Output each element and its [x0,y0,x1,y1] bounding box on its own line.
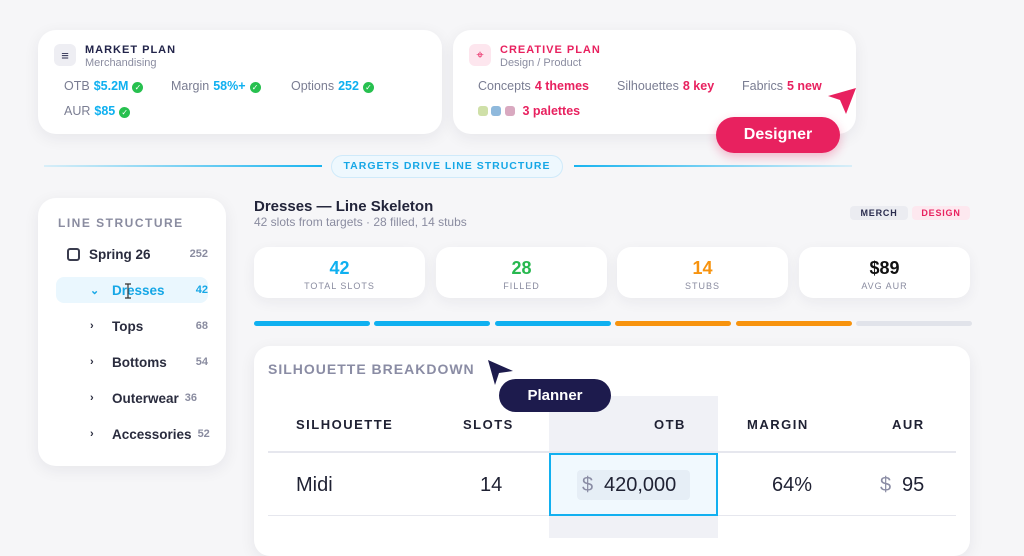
aur-currency: $ [880,474,892,496]
check-icon: ✓ [362,82,374,93]
tree-label: Tops [112,318,144,334]
market-plan-subtitle: Merchandising [85,57,157,69]
progress-segment-empty [856,321,972,326]
progress-segment-stub [615,321,732,326]
page-subtitle: 42 slots from targets · 28 filled, 14 st… [254,215,467,229]
col-otb[interactable]: OTB [654,417,686,432]
col-slots[interactable]: SLOTS [463,417,514,432]
check-icon: ✓ [132,82,144,93]
tree-root-spring-26[interactable]: Spring 26 252 [56,241,208,267]
cell-silhouette: Midi [296,474,333,496]
divider-label: TARGETS DRIVE LINE STRUCTURE [331,155,563,178]
menu-lines-icon: ≡ [54,44,76,66]
divider-line-left [44,165,322,167]
cell-aur: 95 [902,474,925,496]
sidebar-title: LINE STRUCTURE [58,216,184,230]
tree-count: 52 [197,428,210,440]
text-cursor-icon [125,283,131,299]
tree-label: Bottoms [112,354,167,370]
check-icon: ✓ [119,107,131,118]
progress-segment-stub [735,321,852,326]
tree-item-bottoms[interactable]: › Bottoms 54 [56,349,208,375]
progress-segment-filled [254,321,370,326]
tree-label: Spring 26 [89,246,151,262]
tree-count: 252 [189,248,208,260]
chevron-right-icon: › [90,356,94,368]
cell-slots: 14 [480,474,503,496]
col-aur[interactable]: AUR [892,417,925,432]
chevron-down-icon: ⌄ [90,284,100,297]
tree-item-dresses[interactable]: ⌄ Dresses 42 [56,277,208,303]
line-structure-sidebar: LINE STRUCTURE Spring 26 252 ⌄ Dresses 4… [38,198,226,466]
designer-cursor-icon [828,88,856,114]
tree-label: Outerwear [112,390,179,406]
tree-item-outerwear[interactable]: › Outerwear 36 [56,385,208,411]
market-plan-title: MARKET PLAN [85,44,177,56]
palettes: 3 palettes [478,104,580,118]
otb-currency: $ [582,474,594,496]
cell-margin: 64% [772,474,813,496]
table-title: SILHOUETTE BREAKDOWN [268,361,475,377]
tree-item-accessories[interactable]: › Accessories 52 [56,421,210,447]
chevron-right-icon: › [90,320,94,332]
metric-aur: AUR $85 ✓ [64,104,131,118]
tree-count: 68 [195,320,208,332]
col-margin[interactable]: MARGIN [747,417,809,432]
swatch [504,106,515,116]
page-title: Dresses — Line Skeleton [254,198,434,215]
tree-count: 54 [195,356,208,368]
market-plan-card: ≡ MARKET PLAN Merchandising OTB $5.2M ✓ Ma… [38,30,442,134]
tree-label: Dresses [112,282,165,298]
tree-count: 36 [184,392,198,404]
col-silhouette[interactable]: SILHOUETTE [296,417,394,432]
chevron-right-icon: › [90,392,94,404]
planner-cursor-label: Planner [499,379,611,412]
metric-fabrics: Fabrics 5 new [742,79,822,93]
merch-badge: MERCH [850,206,908,220]
creative-plan-title: CREATIVE PLAN [500,44,601,56]
stat-total-slots: 42 TOTAL SLOTS [254,247,425,298]
target-icon: ⌖ [469,44,491,66]
check-icon: ✓ [249,82,261,93]
metric-silhouettes: Silhouettes 8 key [617,79,715,93]
metric-margin: Margin 58%+ ✓ [171,79,261,93]
designer-cursor-label: Designer [716,117,840,153]
stat-avg-aur: $89 AVG AUR [799,247,970,298]
creative-plan-subtitle: Design / Product [500,57,582,69]
metric-options: Options 252 ✓ [291,79,374,93]
design-badge: DESIGN [912,206,970,220]
divider-line-right [574,165,852,167]
progress-segment-filled [494,321,611,326]
creative-plan-card: ⌖ CREATIVE PLAN Design / Product Concept… [453,30,856,134]
checkbox[interactable] [67,247,80,261]
progress-segment-filled [374,321,491,326]
otb-input[interactable] [577,470,690,500]
swatch [478,106,488,116]
swatch [491,106,502,116]
chevron-right-icon: › [90,428,94,440]
cell-otb[interactable]: 420,000 [604,474,677,496]
stat-stubs: 14 STUBS [617,247,788,298]
metric-concepts: Concepts 4 themes [478,79,590,93]
tree-item-tops[interactable]: › Tops 68 [56,313,208,339]
header-divider [268,451,956,453]
tree-count: 42 [195,284,208,296]
tree-label: Accessories [112,426,192,442]
stat-filled: 28 FILLED [436,247,607,298]
planner-cursor-icon [488,360,513,385]
metric-otb: OTB $5.2M ✓ [64,79,144,93]
